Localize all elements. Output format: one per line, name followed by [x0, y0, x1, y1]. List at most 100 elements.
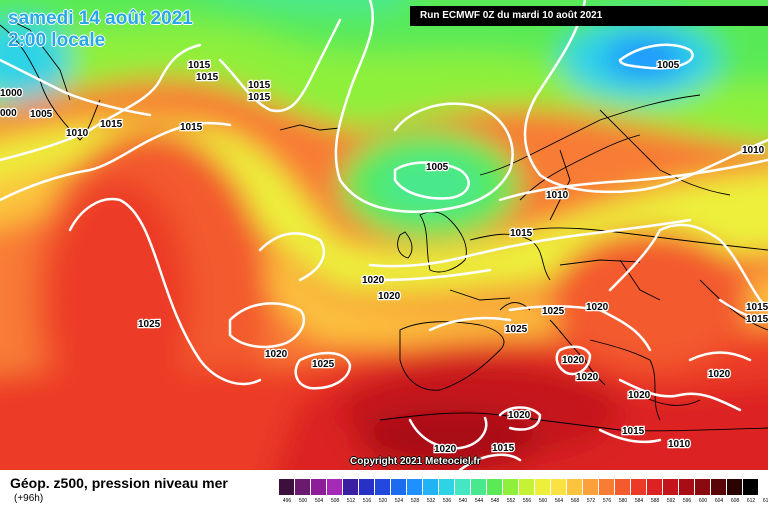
isobar-label: 1020 [586, 302, 609, 313]
color-scale-swatch [647, 479, 663, 495]
weather-map: 1015 1015 1015 1015 1000 1005 000 1010 1… [0, 0, 768, 470]
color-scale-tick: 584 [634, 498, 644, 504]
isobar-label: 1010 [742, 145, 765, 156]
color-scale-tick: 560 [538, 498, 548, 504]
color-scale-tick: 548 [490, 498, 500, 504]
isobar-label: 1015 [248, 80, 271, 91]
color-scale-tick: 556 [522, 498, 532, 504]
forecast-time: 2:00 locale [8, 30, 106, 51]
color-scale-swatch [311, 479, 327, 495]
color-scale-tick: 536 [442, 498, 452, 504]
color-scale-swatch [695, 479, 711, 495]
color-scale-swatch [535, 479, 551, 495]
copyright-text: Copyright 2021 Meteociel.fr [350, 456, 481, 467]
color-scale-tick: 588 [650, 498, 660, 504]
color-scale-tick: 596 [682, 498, 692, 504]
color-scale-swatch [567, 479, 583, 495]
isobar-labels: 1015 1015 1015 1015 1000 1005 000 1010 1… [0, 59, 768, 457]
isobars [0, 0, 768, 470]
isobar-label: 1005 [426, 162, 449, 173]
color-scale-swatch [711, 479, 727, 495]
color-scale-swatch [391, 479, 407, 495]
color-scale-tick: 500 [298, 498, 308, 504]
color-scale-swatch [599, 479, 615, 495]
isobar-label: 1025 [312, 359, 335, 370]
isobar-label: 1015 [248, 92, 271, 103]
color-scale-swatch [727, 479, 743, 495]
isobar-label: 1005 [30, 109, 53, 120]
isobar-label: 1005 [657, 60, 680, 71]
color-scale-ticks: 496 500 504 508 512 516 520 524 528 532 536 540 544 5… [279, 498, 768, 504]
color-scale-swatch [663, 479, 679, 495]
color-scale-tick: 540 [458, 498, 468, 504]
isobar-label: 1015 [180, 122, 203, 133]
color-scale-swatch [743, 479, 759, 495]
color-scale-tick: 580 [618, 498, 628, 504]
isobar-label: 1020 [628, 390, 651, 401]
isobar-label: 1015 [746, 314, 768, 325]
geopotential-field [0, 0, 768, 470]
color-scale-tick: 496 [282, 498, 292, 504]
color-scale-tick: 564 [554, 498, 564, 504]
color-scale-swatch [375, 479, 391, 495]
color-scale-tick: 532 [426, 498, 436, 504]
color-scale-tick: 512 [346, 498, 356, 504]
color-scale-tick: 504 [314, 498, 324, 504]
isobar-label: 1010 [546, 190, 569, 201]
isobar-label: 1020 [378, 291, 401, 302]
color-scale-tick: 520 [378, 498, 388, 504]
isobar-label: 1020 [708, 369, 731, 380]
color-scale-tick: 528 [410, 498, 420, 504]
color-scale-swatch [679, 479, 695, 495]
isobar-label: 1010 [668, 439, 691, 450]
isobar-label: 1020 [508, 410, 531, 421]
color-scale-tick: 616 [762, 498, 768, 504]
isobar-label: 000 [0, 108, 17, 119]
isobar-label: 1020 [562, 355, 585, 366]
color-scale-tick: 524 [394, 498, 404, 504]
isobar-label: 1020 [265, 349, 288, 360]
color-scale-swatch [615, 479, 631, 495]
color-scale-swatch [471, 479, 487, 495]
color-scale-swatch [343, 479, 359, 495]
isobar-label: 1020 [434, 444, 457, 455]
color-scale-swatch [503, 479, 519, 495]
color-scale-swatch [583, 479, 599, 495]
color-scale-tick: 508 [330, 498, 340, 504]
isobar-label: 1000 [0, 88, 23, 99]
color-scale-swatch [423, 479, 439, 495]
color-scale-tick: 612 [746, 498, 756, 504]
isobar-label: 1015 [492, 443, 515, 454]
color-scale-tick: 568 [570, 498, 580, 504]
legend-footer: Géop. z500, pression niveau mer (+96h) 4… [0, 470, 768, 512]
color-scale-swatch [551, 479, 567, 495]
isobar-label: 1015 [622, 426, 645, 437]
color-scale-swatch [631, 479, 647, 495]
color-scale-swatch [359, 479, 375, 495]
color-scale-swatch [455, 479, 471, 495]
forecast-date-title: samedi 14 août 2021 2:00 locale [8, 8, 193, 52]
isobar-label: 1025 [138, 319, 161, 330]
isobar-label: 1010 [66, 128, 89, 139]
color-scale-tick: 544 [474, 498, 484, 504]
color-scale-swatch [327, 479, 343, 495]
model-run-banner: Run ECMWF 0Z du mardi 10 août 2021 [410, 6, 768, 26]
isobar-label: 1015 [510, 228, 533, 239]
color-scale-tick: 608 [730, 498, 740, 504]
isobar-label: 1020 [362, 275, 385, 286]
isobar-label: 1015 [188, 60, 211, 71]
isobar-label: 1015 [746, 302, 768, 313]
color-scale-swatch [487, 479, 503, 495]
color-scale-swatch [295, 479, 311, 495]
color-scale-tick: 592 [666, 498, 676, 504]
map-parameter-title: Géop. z500, pression niveau mer [10, 475, 228, 491]
color-scale-swatch [279, 479, 295, 495]
isobar-label: 1025 [505, 324, 528, 335]
isobar-label: 1025 [542, 306, 565, 317]
color-scale-tick: 552 [506, 498, 516, 504]
color-scale-swatch [519, 479, 535, 495]
forecast-hour-label: (+96h) [14, 493, 44, 504]
color-scale-tick: 600 [698, 498, 708, 504]
color-scale-swatch [407, 479, 423, 495]
color-scale-tick: 572 [586, 498, 596, 504]
